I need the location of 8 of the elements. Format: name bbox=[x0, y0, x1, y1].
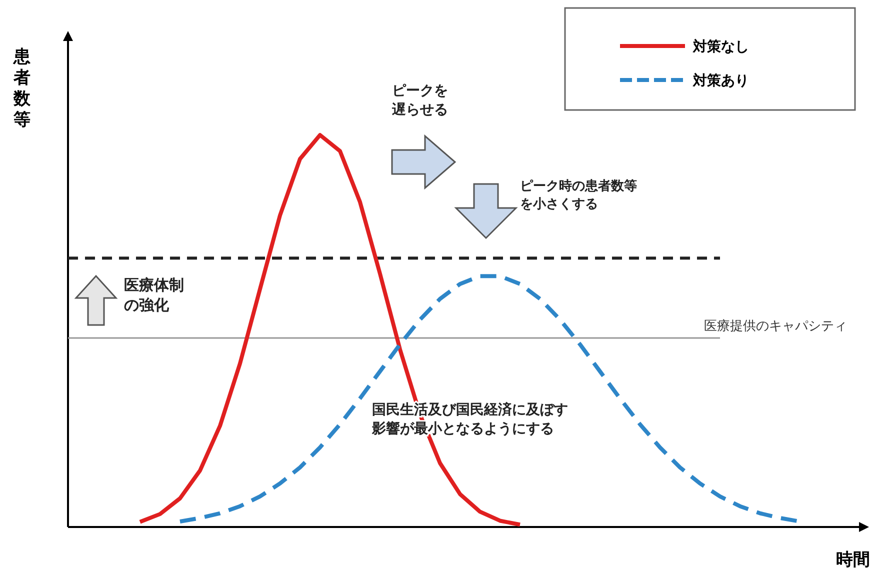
legend-label: 対策あり bbox=[692, 72, 749, 89]
annotation: ピーク時の患者数等を小さくする bbox=[520, 178, 637, 212]
annotation: 医療体制の強化 bbox=[124, 276, 184, 314]
text: ピークを遅らせる bbox=[391, 83, 448, 118]
x-axis-title: 時間 bbox=[836, 550, 870, 570]
y-axis-title: 患者数等 bbox=[12, 47, 32, 130]
legend-label: 対策なし bbox=[692, 38, 749, 55]
ref-line-label: 医療提供のキャパシティ bbox=[704, 319, 847, 334]
